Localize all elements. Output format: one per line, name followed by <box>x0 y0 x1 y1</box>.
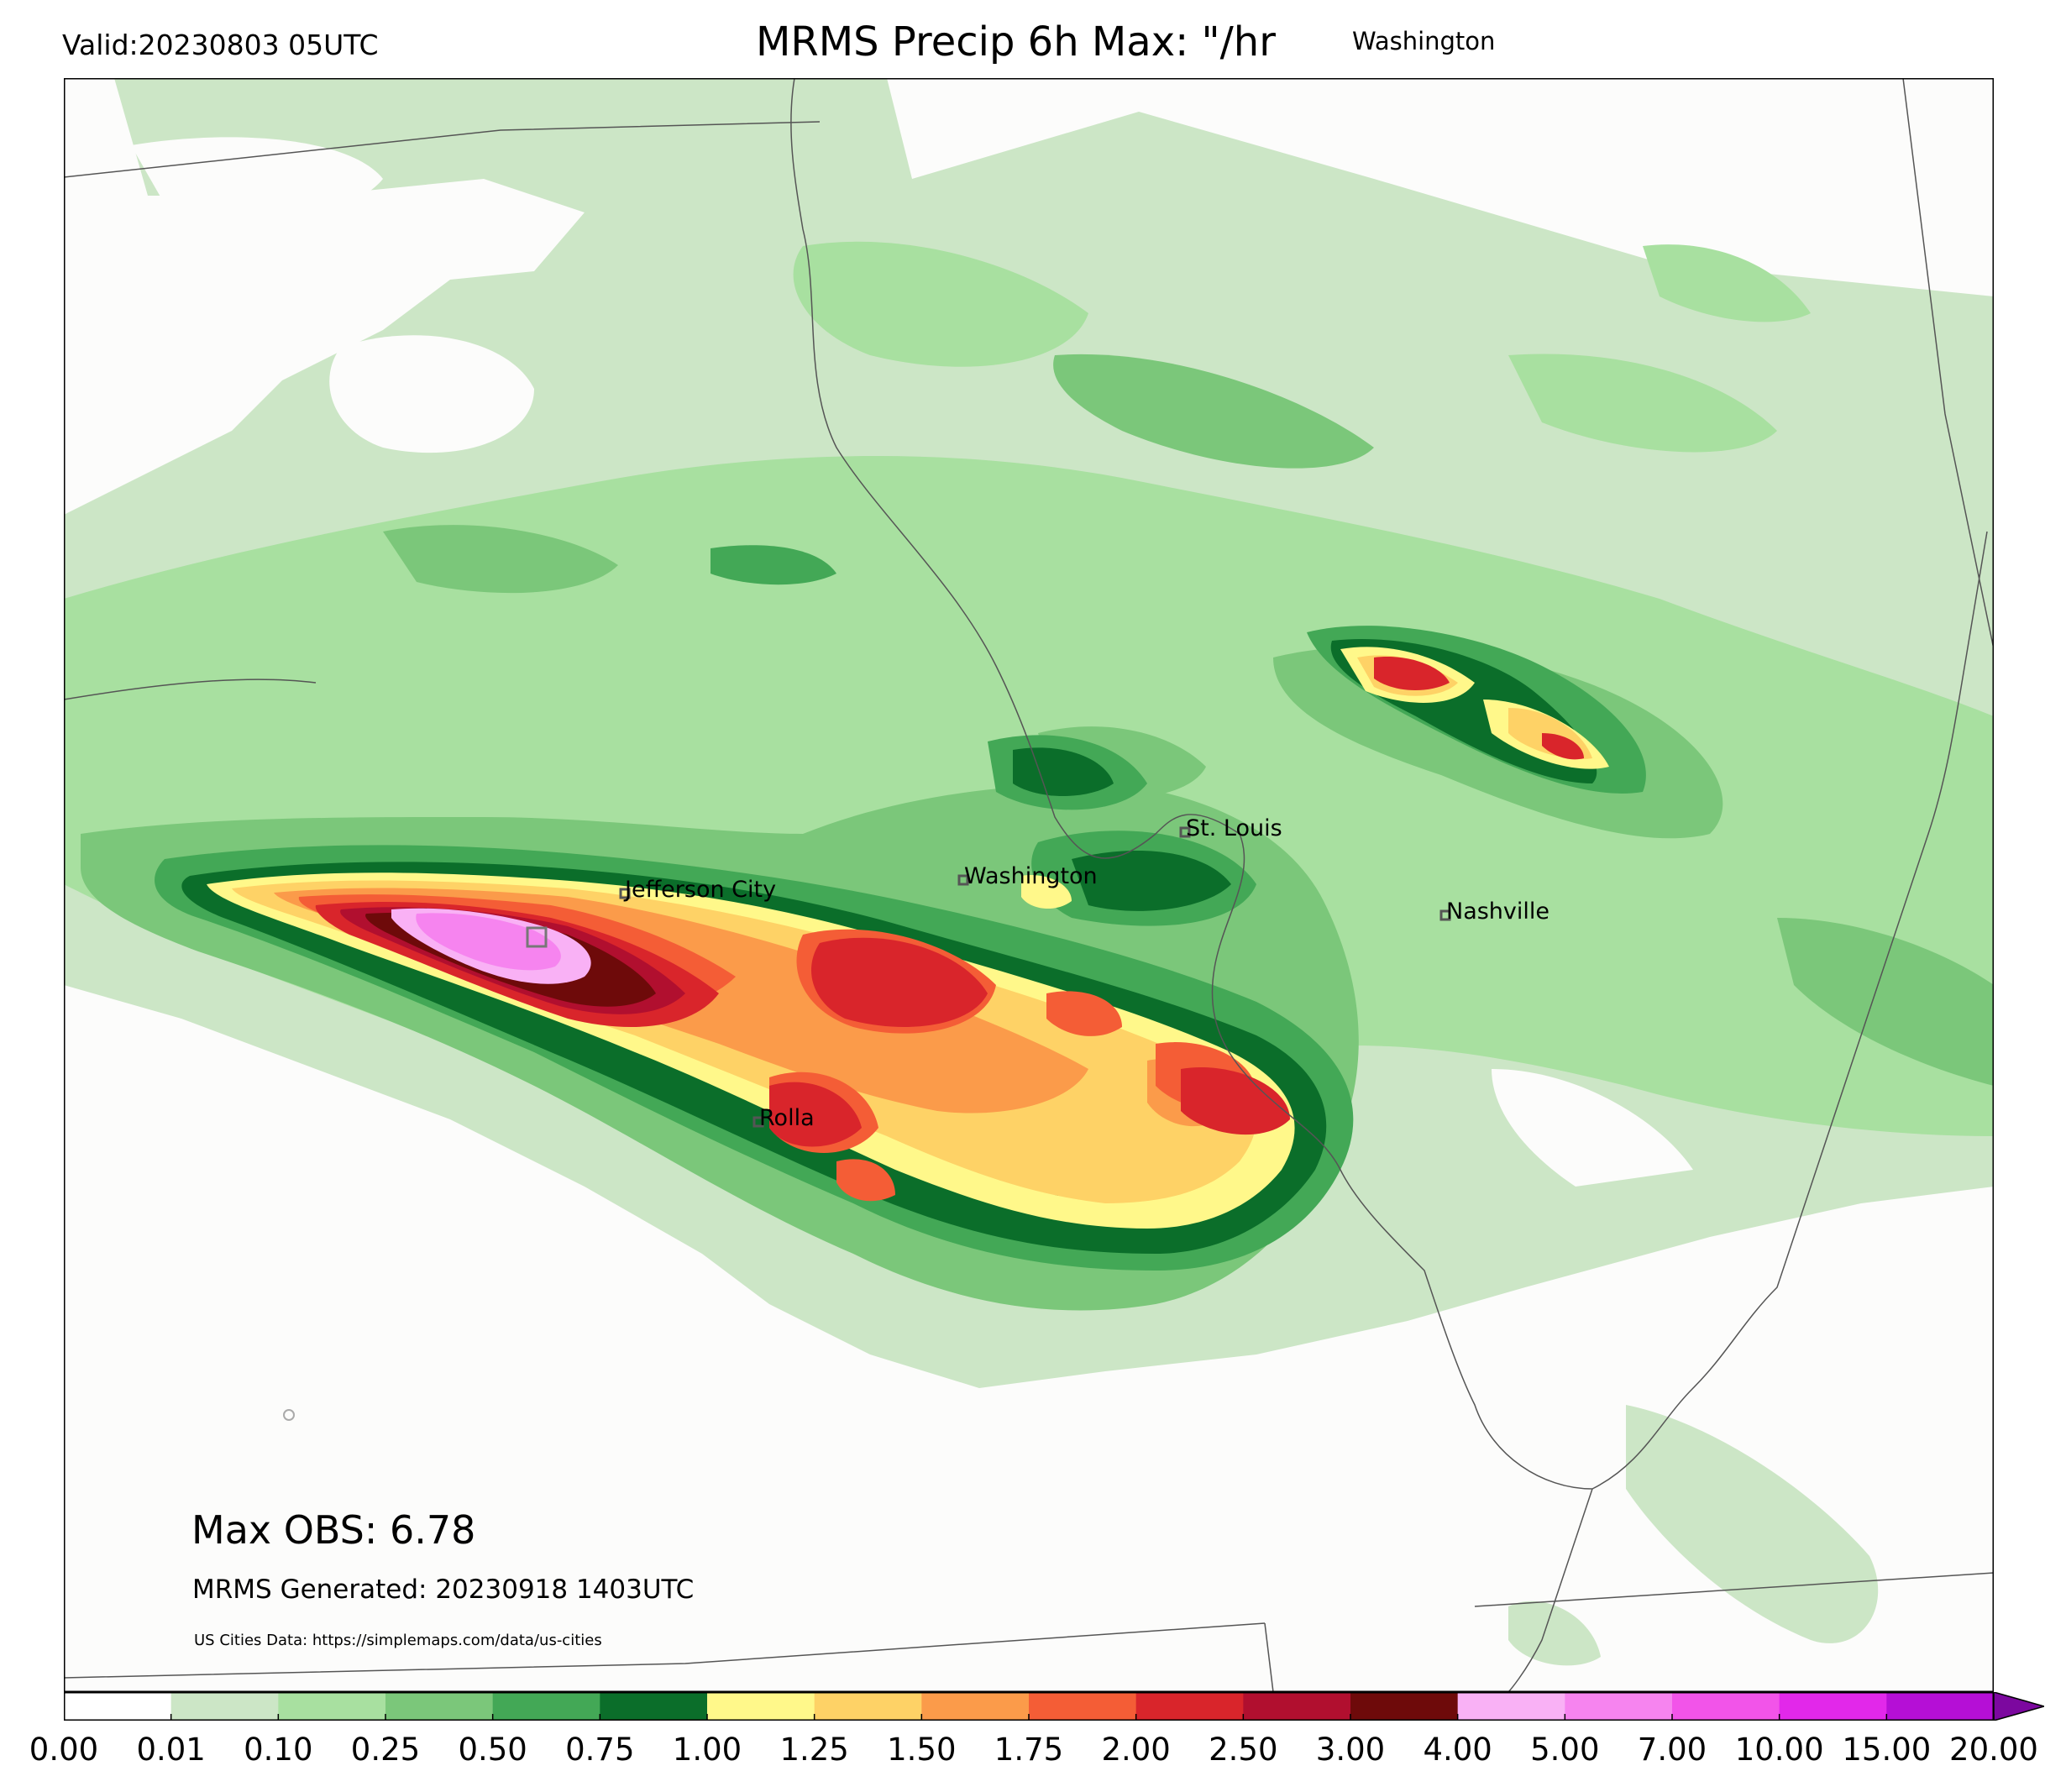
colorbar-segment <box>1779 1692 1887 1721</box>
colorbar-tick-label: 2.00 <box>1101 1732 1171 1768</box>
city-rolla: Rolla <box>752 1105 815 1131</box>
generated-text: MRMS Generated: 20230918 1403UTC <box>192 1575 694 1605</box>
colorbar-tick-label: 10.00 <box>1734 1732 1824 1768</box>
colorbar-segment <box>1457 1692 1565 1721</box>
colorbar-segment <box>921 1692 1030 1721</box>
colorbar-tick-label: 2.50 <box>1209 1732 1278 1768</box>
precip-0.50 <box>711 545 836 585</box>
state-border <box>64 121 821 178</box>
colorbar-segment <box>492 1692 600 1721</box>
city-jefferson-city: Jefferson City <box>619 877 776 903</box>
colorbar-tick-label: 7.00 <box>1637 1732 1707 1768</box>
colorbar <box>64 1692 2044 1721</box>
colorbar-segment <box>1135 1692 1244 1721</box>
state-border <box>64 679 317 700</box>
colorbar-segment <box>64 1692 172 1721</box>
colorbar-segment <box>1029 1692 1137 1721</box>
precip-0.75 <box>1013 747 1114 796</box>
precip-1.00 <box>1021 875 1072 909</box>
colorbar-tick-label: 20.00 <box>1949 1732 2038 1768</box>
colorbar-tick-label: 1.00 <box>672 1732 742 1768</box>
colorbar-segment <box>814 1692 922 1721</box>
colorbar-tick-label: 0.25 <box>350 1732 421 1768</box>
precip-gap <box>131 137 383 218</box>
colorbar-tick-label: 0.50 <box>458 1732 527 1768</box>
precip-map: Jefferson City Washington St. Louis Nash… <box>64 78 1994 1692</box>
precip-field: Jefferson City Washington St. Louis Nash… <box>64 78 1994 1692</box>
colorbar-segment <box>1565 1692 1673 1721</box>
colorbar-tick-label: 0.00 <box>29 1732 99 1768</box>
state-border <box>1474 1572 1994 1607</box>
svg-text:Nashville: Nashville <box>1446 899 1549 925</box>
precip-5.00 <box>416 913 561 971</box>
city-st-louis: St. Louis <box>1179 815 1282 841</box>
state-border <box>64 1622 1266 1679</box>
precip-0.10 <box>793 241 1088 367</box>
precip-0.10 <box>1643 244 1811 322</box>
precip-0.25 <box>383 525 618 594</box>
minor-marker <box>283 1409 295 1421</box>
colorbar-tick-label: 1.75 <box>994 1732 1064 1768</box>
state-border <box>790 78 1988 1490</box>
colorbar-extend-arrow <box>1993 1692 2044 1721</box>
precip-0.25 <box>1053 354 1374 469</box>
colorbar-tick-label: 0.01 <box>136 1732 206 1768</box>
svg-text:Washington: Washington <box>964 863 1098 889</box>
precip-2.00 <box>1374 657 1450 691</box>
location-label: Washington <box>1352 27 1496 55</box>
precip-gap <box>329 335 534 453</box>
colorbar-segment <box>1886 1692 1995 1721</box>
precip-2.00 <box>769 1082 862 1147</box>
precip-0.01 <box>1508 1601 1601 1666</box>
city-nashville: Nashville <box>1439 899 1549 925</box>
colorbar-tick-label: 0.10 <box>244 1732 313 1768</box>
colorbar-segment <box>600 1692 708 1721</box>
precip-2.00 <box>1542 733 1584 760</box>
colorbar-tick-label: 0.75 <box>565 1732 635 1768</box>
svg-text:Rolla: Rolla <box>759 1105 815 1131</box>
precip-0.25 <box>1777 918 1994 1086</box>
precip-1.75 <box>1046 991 1122 1036</box>
colorbar-segment <box>1672 1692 1780 1721</box>
colorbar-tick-label: 1.25 <box>779 1732 849 1768</box>
max-obs-text: Max OBS: 6.78 <box>191 1507 475 1553</box>
precip-0.75 <box>1072 851 1231 911</box>
precip-0.10 <box>1508 354 1777 453</box>
svg-text:St. Louis: St. Louis <box>1186 815 1282 841</box>
colorbar-tick-label: 5.00 <box>1530 1732 1600 1768</box>
state-border <box>1264 1622 1274 1692</box>
svg-text:Jefferson City: Jefferson City <box>623 877 776 903</box>
precip-1.75 <box>836 1159 895 1202</box>
colorbar-segment <box>278 1692 386 1721</box>
city-washington: Washington <box>957 863 1098 889</box>
state-border <box>1902 78 1994 650</box>
colorbar-tick-label: 1.50 <box>887 1732 957 1768</box>
precip-0.01 <box>1626 1405 1879 1643</box>
colorbar-segment <box>385 1692 494 1721</box>
state-border <box>1508 1488 1593 1692</box>
colorbar-segment <box>707 1692 815 1721</box>
colorbar-tick-label: 3.00 <box>1315 1732 1386 1768</box>
colorbar-tick-label: 15.00 <box>1842 1732 1932 1768</box>
precip-2.00 <box>811 937 988 1027</box>
colorbar-segment <box>170 1692 279 1721</box>
precip-2.00 <box>1181 1067 1290 1135</box>
colorbar-segment <box>1350 1692 1459 1721</box>
source-text: US Cities Data: https://simplemaps.com/d… <box>194 1632 602 1649</box>
colorbar-tick-label: 4.00 <box>1423 1732 1492 1768</box>
colorbar-segment <box>1243 1692 1351 1721</box>
precip-gap <box>1492 1069 1693 1187</box>
map-title: MRMS Precip 6h Max: "/hr <box>756 18 1276 65</box>
max-obs-marker <box>526 926 548 948</box>
valid-time: Valid:20230803 05UTC <box>62 29 379 61</box>
